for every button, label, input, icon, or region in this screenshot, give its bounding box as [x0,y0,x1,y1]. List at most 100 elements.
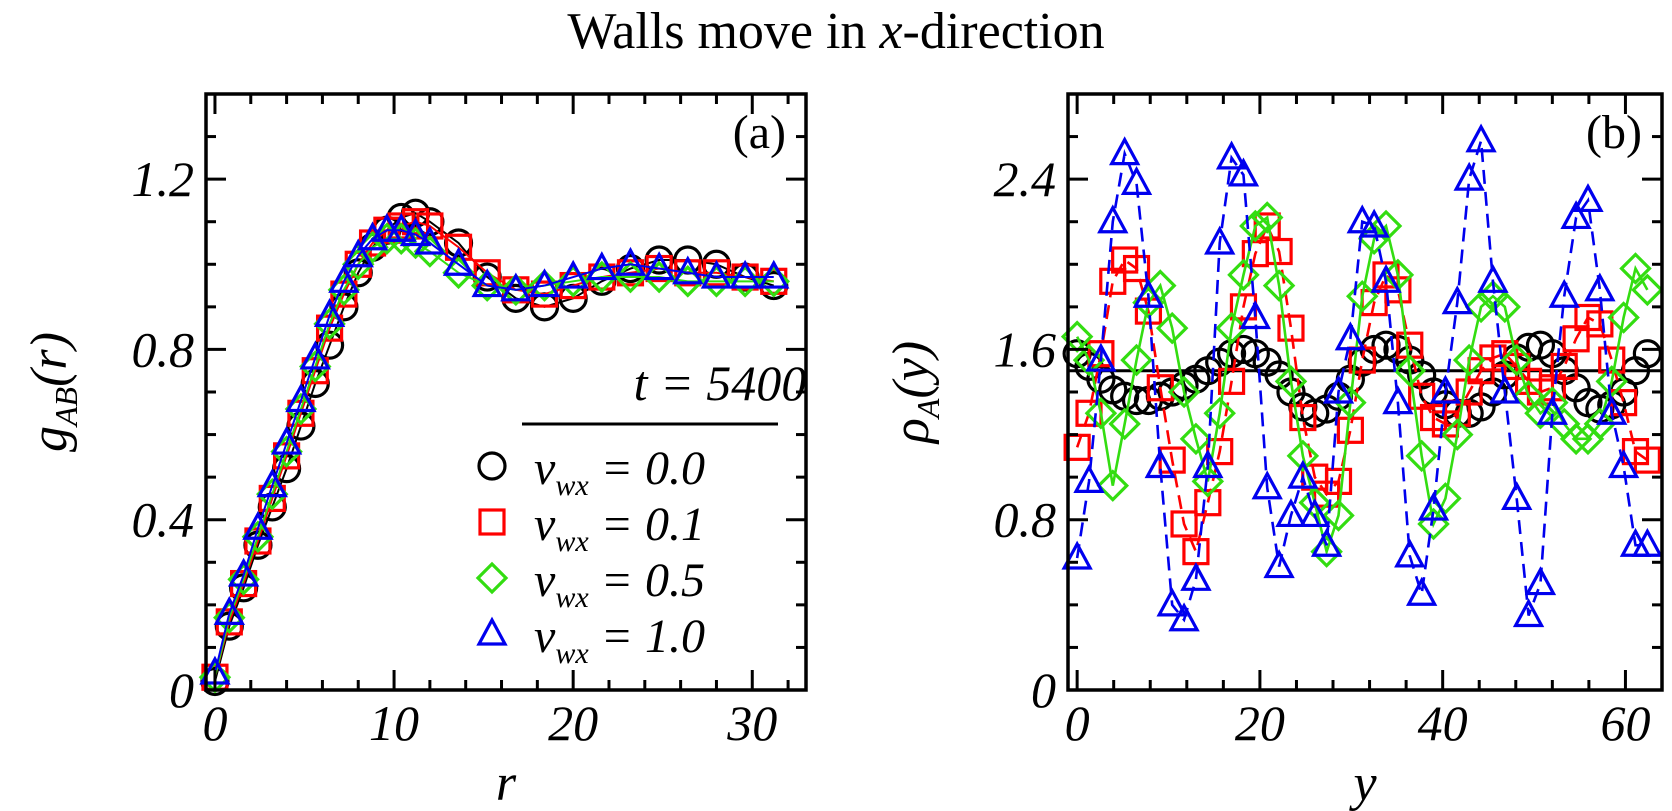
data-point [1548,278,1580,308]
data-point [1405,576,1438,606]
data-point [1607,301,1640,334]
legend-entry: vwx = 0.1 [534,498,705,558]
data-point [1144,269,1177,302]
data-point [1619,252,1652,285]
data-point [442,246,475,276]
legend-entry: vwx = 1.0 [534,610,705,670]
data-point [1369,209,1403,243]
data-point [1324,467,1353,495]
data-point [556,265,590,298]
data-point [1310,527,1343,557]
data-point [1441,418,1474,451]
data-point [643,251,675,281]
data-point [1122,254,1151,283]
data-point [1274,365,1308,398]
data-point [399,217,432,247]
series-4 [199,212,790,685]
data-point [1429,374,1462,404]
data-point [1633,446,1661,474]
data-point [1192,449,1224,479]
x-tick-label: 60 [1600,695,1650,751]
data-point [1215,140,1248,170]
figure-title: Walls move in x-direction [0,2,1672,61]
y-axis-label: gAB(r) [21,332,84,452]
legend-marker [476,616,508,646]
panel-a: 0 10 20 30 0 0.4 0.8 1.2 (a) r gAB(r) [21,92,808,811]
x-axis-label: y [1348,755,1377,811]
data-point [1108,407,1141,441]
legend-marker [478,508,506,536]
data-point [1550,352,1578,381]
data-point [1250,201,1284,234]
figure-title-suffix: -direction [902,3,1105,60]
data-point [1120,343,1153,377]
x-tick-label: 40 [1418,695,1468,751]
data-point [1286,439,1320,473]
data-point [1357,222,1391,256]
x-tick-label: 20 [1235,695,1285,751]
data-point [1289,403,1317,432]
data-point [1251,470,1283,500]
data-point [1536,395,1569,425]
data-point [1631,527,1664,557]
data-point [471,268,503,298]
data-point [1097,204,1129,234]
data-point [1204,225,1236,255]
y-tick-label: 0.8 [994,492,1057,548]
data-point [1263,549,1295,579]
data-point [557,259,589,289]
data-point [1084,397,1118,430]
data-point [1108,136,1141,166]
x-tick-label: 30 [726,695,777,751]
data-point [1453,161,1485,191]
data-point [256,468,288,498]
data-point [1203,397,1236,430]
data-point [227,563,260,596]
data-point [1170,510,1198,538]
data-point [385,212,417,242]
data-point [1217,367,1246,395]
data-point [1299,498,1331,528]
data-point [1277,314,1305,342]
data-point [342,238,374,268]
data-point [758,259,790,289]
data-point [1215,311,1248,345]
data-point [242,510,274,540]
figure-title-prefix: Walls move in [567,3,880,60]
legend-marker [477,451,507,481]
data-point [700,259,733,289]
data-point [614,246,647,276]
data-point [1405,439,1438,473]
data-point [1370,263,1402,293]
data-point [528,268,561,298]
data-point [1441,285,1473,315]
data-point [1394,538,1426,568]
x-tick-label: 0 [1065,695,1090,751]
data-point [1194,489,1222,517]
y-tick-label: 1.2 [132,151,195,207]
panel-label: (b) [1586,106,1642,159]
y-tick-label: 0.4 [132,492,195,548]
data-point [1334,386,1367,419]
data-point [1500,343,1533,377]
data-point [1524,397,1557,430]
figure-title-variable: x [879,3,903,60]
data-point [1156,587,1188,617]
data-point [1334,321,1367,351]
data-point [1584,272,1616,302]
data-point [328,263,360,293]
data-point [1489,374,1521,404]
x-tick-label: 0 [202,695,227,751]
data-point [270,425,303,455]
data-point [213,596,245,625]
data-point [1144,449,1176,479]
data-point [1287,459,1319,489]
data-point [1358,208,1390,238]
data-point [1336,416,1364,444]
data-point [1132,278,1165,308]
data-point [1465,123,1497,153]
y-tick-label: 2.4 [994,151,1057,207]
data-point [1227,258,1260,292]
data-point [356,221,389,251]
